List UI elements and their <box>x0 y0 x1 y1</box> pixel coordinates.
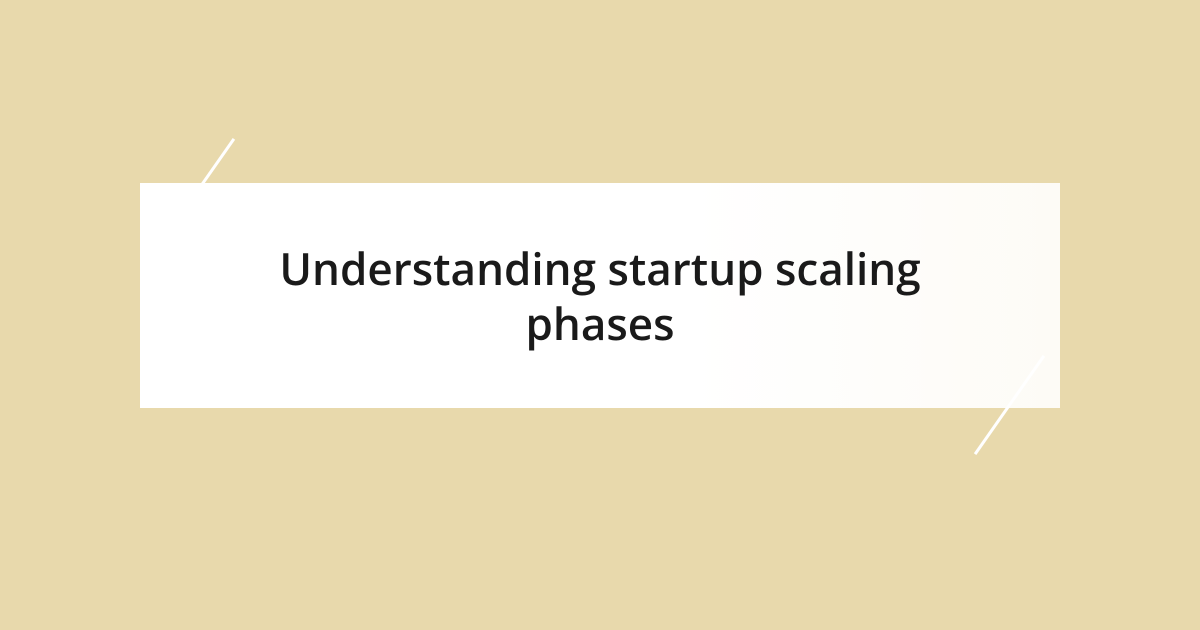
title-card: Understanding startup scaling phases <box>140 183 1060 408</box>
page-title: Understanding startup scaling phases <box>200 241 1000 351</box>
